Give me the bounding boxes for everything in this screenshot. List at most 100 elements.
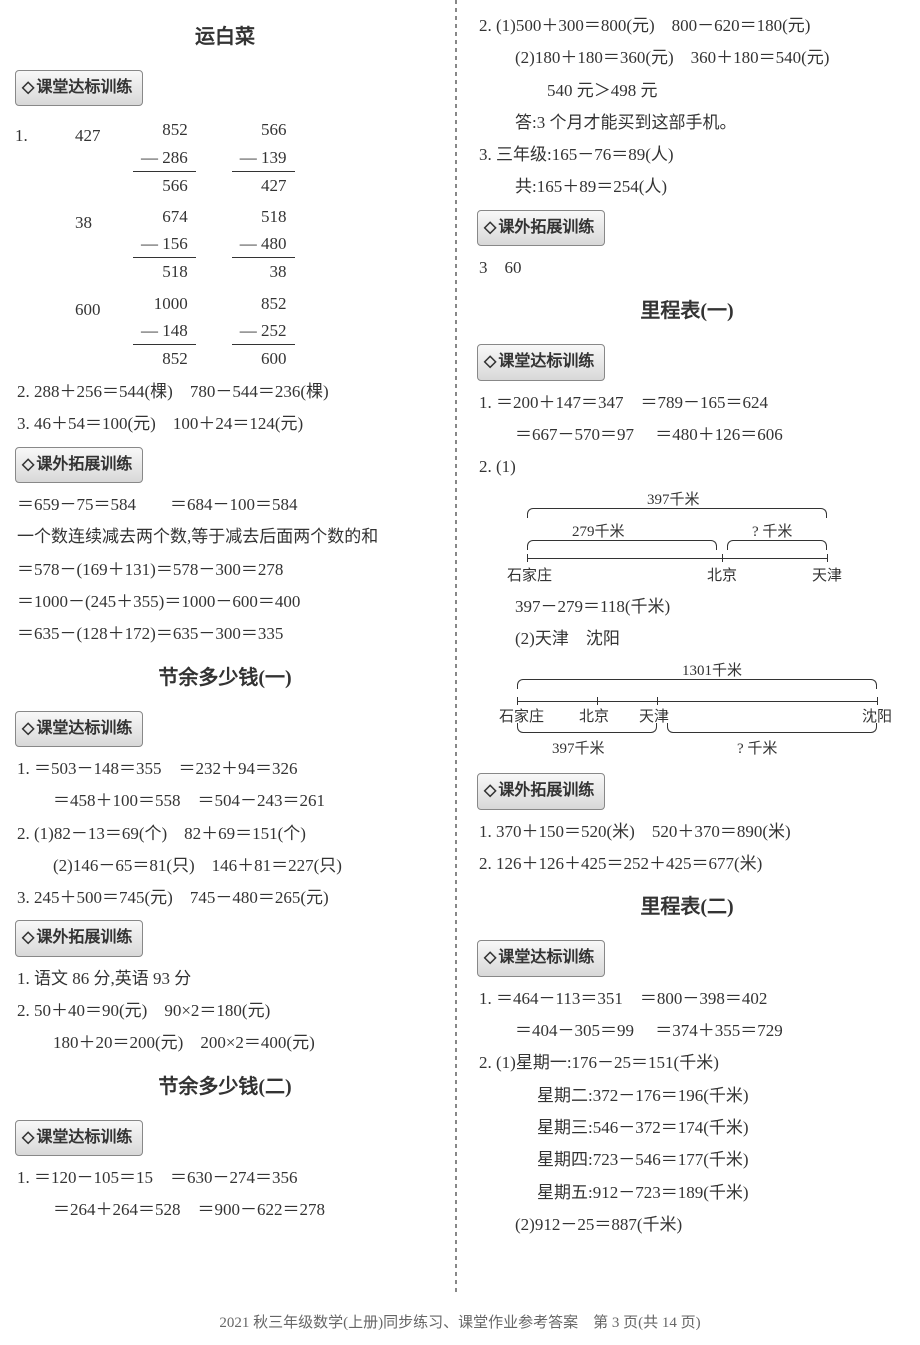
section-title: 里程表(一)	[477, 284, 897, 338]
blank	[15, 203, 75, 207]
answer-line: 2. (1)500＋300＝800(元) 800－620＝180(元)	[477, 10, 897, 42]
calc-minus: — 139	[232, 144, 295, 172]
answer-line: 2. 50＋40＝90(元) 90×2＝180(元)	[15, 995, 435, 1027]
answer-line: ＝264＋264＝528 ＝900－622＝278	[15, 1194, 435, 1226]
calc-minus: — 156	[133, 230, 196, 258]
answer-line: 星期四:723－546＝177(千米)	[477, 1144, 897, 1176]
brace-icon	[727, 540, 827, 550]
calc-result: 600	[232, 345, 295, 372]
answer-line: 2. (1)82－13＝69(个) 82＋69＝151(个)	[15, 818, 435, 850]
vertical-calc: 1000 — 148 852	[133, 290, 196, 373]
section-title: 节余多少钱(一)	[15, 651, 435, 705]
section-title: 节余多少钱(二)	[15, 1060, 435, 1114]
calc-result: 38	[232, 258, 295, 285]
answer-line: 1. ＝120－105＝15 ＝630－274＝356	[15, 1162, 435, 1194]
vertical-calc-row: 38 674 — 156 518 518 — 480 38	[15, 203, 435, 286]
vertical-calc: 852 — 286 566	[133, 116, 196, 199]
calc-top: 518	[232, 203, 295, 230]
page-footer: 2021 秋三年级数学(上册)同步练习、课堂作业参考答案 第 3 页(共 14 …	[0, 1309, 920, 1338]
vertical-calc: 674 — 156 518	[133, 203, 196, 286]
brace-icon	[667, 723, 877, 733]
header-classroom: 课堂达标训练	[477, 344, 605, 380]
header-extra: 课外拓展训练	[15, 447, 143, 483]
answer-line: 1. ＝200＋147＝347 ＝789－165＝624	[477, 387, 897, 419]
distance-diagram-1: 397千米 279千米 ? 千米 石家庄 北京 天津	[507, 490, 867, 585]
header-extra: 课外拓展训练	[477, 773, 605, 809]
lead-value: 38	[75, 203, 115, 239]
header-classroom: 课堂达标训练	[15, 1120, 143, 1156]
vertical-calc-row: 1. 427 852 — 286 566 566 — 139 427	[15, 116, 435, 199]
answer-line: 3 60	[477, 252, 897, 284]
vertical-calc: 852 — 252 600	[232, 290, 295, 373]
section-title: 运白菜	[15, 10, 435, 64]
answer-line: 2. 288＋256＝544(棵) 780－544＝236(棵)	[15, 376, 435, 408]
answer-line: ＝659－75＝584 ＝684－100＝584	[15, 489, 435, 521]
header-extra: 课外拓展训练	[477, 210, 605, 246]
answer-line: (2)180＋180＝360(元) 360＋180＝540(元)	[477, 42, 897, 74]
calc-minus: — 286	[133, 144, 196, 172]
header-extra: 课外拓展训练	[15, 920, 143, 956]
diagram-line	[527, 558, 827, 559]
answer-line: 1. 370＋150＝520(米) 520＋370＝890(米)	[477, 816, 897, 848]
answer-line: 星期五:912－723＝189(千米)	[477, 1177, 897, 1209]
diagram-line	[517, 701, 877, 702]
answer-line: ＝667－570＝97 ＝480＋126＝606	[477, 419, 897, 451]
calc-minus: — 480	[232, 230, 295, 258]
diagram-label: 397千米	[552, 735, 605, 764]
diagram-city: 天津	[812, 562, 842, 591]
calc-top: 852	[133, 116, 196, 143]
answer-line: 星期三:546－372＝174(千米)	[477, 1112, 897, 1144]
answer-line: ＝578－(169＋131)＝578－300＝278	[15, 554, 435, 586]
brace-icon	[527, 540, 717, 550]
header-classroom: 课堂达标训练	[15, 70, 143, 106]
vertical-calc: 518 — 480 38	[232, 203, 295, 286]
diagram-tick	[722, 554, 723, 562]
answer-line: 1. ＝464－113＝351 ＝800－398＝402	[477, 983, 897, 1015]
answer-line: ＝458＋100＝558 ＝504－243＝261	[15, 785, 435, 817]
answer-line: 1. 语文 86 分,英语 93 分	[15, 963, 435, 995]
answer-line: 一个数连续减去两个数,等于减去后面两个数的和	[15, 521, 435, 553]
answer-line: 180＋20＝200(元) 200×2＝400(元)	[15, 1027, 435, 1059]
calc-minus: — 252	[232, 317, 295, 345]
answer-line: (2)912－25＝887(千米)	[477, 1209, 897, 1241]
answer-line: (2)146－65＝81(只) 146＋81＝227(只)	[15, 850, 435, 882]
column-divider	[455, 0, 457, 1295]
right-column: 2. (1)500＋300＝800(元) 800－620＝180(元) (2)1…	[462, 0, 912, 1295]
calc-top: 566	[232, 116, 295, 143]
left-column: 运白菜 课堂达标训练 1. 427 852 — 286 566 566 — 13…	[0, 0, 450, 1295]
diagram-label: ? 千米	[737, 735, 777, 764]
answer-line: ＝635－(128＋172)＝635－300＝335	[15, 618, 435, 650]
answer-line: 1. ＝503－148＝355 ＝232＋94＝326	[15, 753, 435, 785]
calc-minus: — 148	[133, 317, 196, 345]
answer-line: (2)天津 沈阳	[477, 623, 897, 655]
page-container: 运白菜 课堂达标训练 1. 427 852 — 286 566 566 — 13…	[0, 0, 920, 1295]
lead-value: 600	[75, 290, 115, 326]
answer-line: 540 元＞498 元	[477, 75, 897, 107]
answer-line: ＝1000－(245＋355)＝1000－600＝400	[15, 586, 435, 618]
answer-line: 3. 三年级:165－76＝89(人)	[477, 139, 897, 171]
answer-line: 2. (1)星期一:176－25＝151(千米)	[477, 1047, 897, 1079]
diagram-tick	[827, 554, 828, 562]
brace-icon	[527, 508, 827, 518]
calc-top: 852	[232, 290, 295, 317]
diagram-tick	[527, 554, 528, 562]
answer-line: 共:165＋89＝254(人)	[477, 171, 897, 203]
calc-result: 427	[232, 172, 295, 199]
distance-diagram-2: 1301千米 石家庄 北京 天津 沈阳 397千米 ? 千米	[507, 661, 897, 761]
vertical-calc-row: 600 1000 — 148 852 852 — 252 600	[15, 290, 435, 373]
brace-icon	[517, 723, 657, 733]
calc-result: 518	[133, 258, 196, 285]
answer-line: 397－279＝118(千米)	[477, 591, 897, 623]
diagram-city: 北京	[707, 562, 737, 591]
diagram-city: 石家庄	[507, 562, 552, 591]
answer-line: 2. 126＋126＋425＝252＋425＝677(米)	[477, 848, 897, 880]
vertical-calc: 566 — 139 427	[232, 116, 295, 199]
calc-top: 674	[133, 203, 196, 230]
section-title: 里程表(二)	[477, 880, 897, 934]
calc-result: 852	[133, 345, 196, 372]
header-classroom: 课堂达标训练	[15, 711, 143, 747]
answer-line: 2. (1)	[477, 451, 897, 483]
question-number: 1.	[15, 116, 75, 152]
answer-line: 答:3 个月才能买到这部手机。	[477, 107, 897, 139]
brace-icon	[517, 679, 877, 689]
